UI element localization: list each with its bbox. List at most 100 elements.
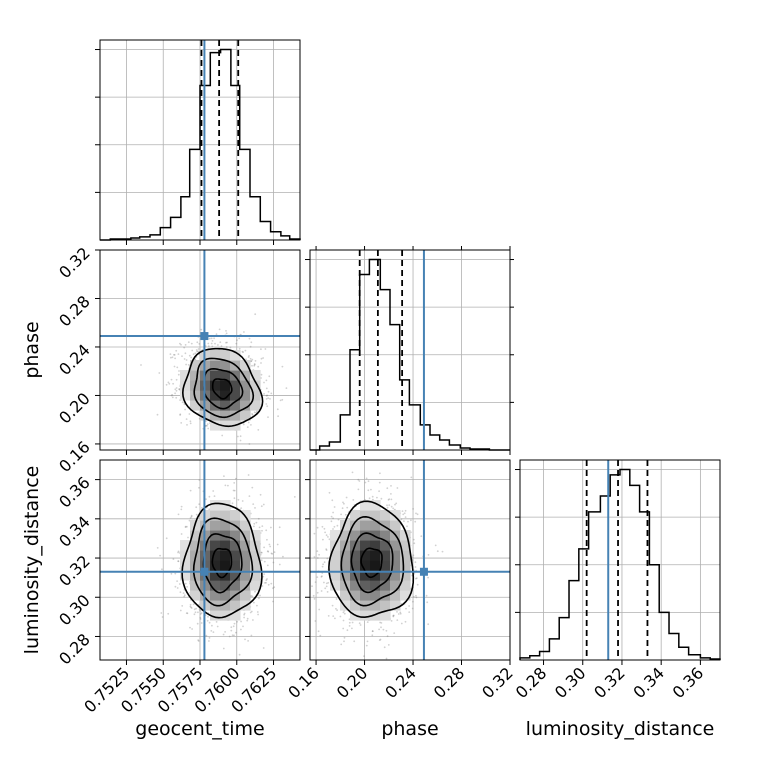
scatter-point (200, 328, 203, 331)
scatter-point (396, 611, 398, 613)
scatter-point (160, 612, 163, 614)
scatter-point (208, 495, 211, 498)
scatter-point (330, 520, 333, 523)
scatter-point (392, 507, 395, 510)
density-cell (230, 600, 241, 611)
scatter-point (262, 575, 265, 578)
scatter-point (260, 551, 263, 554)
scatter-point (259, 594, 261, 597)
scatter-point (371, 630, 374, 632)
scatter-point (413, 542, 416, 545)
scatter-point (140, 364, 142, 366)
scatter-point (337, 518, 340, 521)
density-cell (240, 590, 251, 601)
scatter-point (352, 499, 355, 501)
scatter-point (182, 592, 185, 594)
scatter-point (192, 603, 195, 606)
density-cell (220, 350, 231, 361)
scatter-point (177, 550, 180, 553)
density-cell (250, 550, 261, 561)
scatter-point (190, 514, 193, 517)
scatter-point (178, 370, 180, 372)
density-cell (210, 580, 221, 591)
scatter-point (322, 538, 324, 541)
scatter-point (238, 347, 241, 350)
density-cell (350, 530, 361, 541)
scatter-point (255, 521, 258, 524)
scatter-point (313, 556, 316, 558)
scatter-point (248, 443, 251, 445)
scatter-point (262, 503, 265, 506)
panel-2d-phase-vs-luminosity-distance (305, 459, 511, 665)
scatter-point (427, 554, 430, 556)
scatter-point (378, 481, 381, 484)
scatter-point (197, 639, 200, 641)
density-cell (190, 580, 201, 591)
density-cell (220, 370, 231, 381)
scatter-point (198, 343, 201, 345)
scatter-point (236, 620, 239, 623)
scatter-point (427, 576, 429, 579)
scatter-point (414, 520, 417, 523)
scatter-point (186, 612, 189, 615)
scatter-point (379, 638, 382, 641)
scatter-point (199, 613, 202, 615)
scatter-point (189, 422, 192, 425)
scatter-point (269, 398, 271, 400)
scatter-point (323, 581, 325, 584)
scatter-point (167, 381, 170, 384)
density-cell (230, 530, 241, 541)
scatter-point (386, 635, 389, 638)
scatter-point (213, 337, 216, 340)
scatter-point (199, 618, 202, 620)
scatter-point (357, 488, 360, 491)
scatter-point (195, 513, 198, 516)
scatter-point (404, 620, 407, 623)
scatter-point (260, 559, 263, 561)
scatter-point (263, 573, 266, 575)
scatter-point (180, 508, 183, 511)
scatter-point (218, 328, 221, 331)
scatter-point (415, 577, 417, 580)
scatter-point (246, 617, 249, 620)
scatter-point (388, 504, 391, 506)
scatter-point (195, 349, 198, 351)
scatter-point (189, 626, 191, 629)
density-cell (210, 570, 221, 581)
scatter-point (343, 612, 346, 615)
scatter-point (256, 611, 259, 613)
density-cell (230, 400, 241, 411)
scatter-point (181, 401, 184, 404)
scatter-point (257, 429, 260, 431)
scatter-point (241, 500, 244, 502)
scatter-point (311, 585, 313, 588)
scatter-point (353, 640, 356, 643)
density-cell (230, 390, 241, 401)
scatter-point (197, 350, 199, 353)
scatter-point (259, 493, 262, 496)
density-cell (370, 500, 381, 511)
scatter-point (235, 477, 237, 480)
scatter-point (387, 499, 390, 501)
scatter-point (224, 484, 227, 487)
scatter-point (416, 583, 419, 586)
density-cell (210, 590, 221, 601)
scatter-point (343, 636, 346, 639)
density-cell (380, 550, 391, 561)
scatter-point (158, 372, 161, 374)
density-cell (220, 390, 231, 401)
scatter-point (415, 596, 418, 599)
scatter-point (368, 497, 371, 500)
scatter-point (222, 647, 225, 650)
scatter-point (411, 607, 414, 610)
density-cell (240, 410, 251, 421)
scatter-point (188, 354, 191, 357)
scatter-point (351, 621, 354, 624)
xlabel-phase: phase (381, 718, 438, 740)
density-cell (230, 410, 241, 421)
scatter-point (207, 342, 210, 345)
scatter-point (238, 653, 241, 656)
scatter-point (390, 505, 393, 508)
scatter-point (210, 630, 213, 632)
xtick-label-phase-4: 0.32 (478, 663, 517, 702)
